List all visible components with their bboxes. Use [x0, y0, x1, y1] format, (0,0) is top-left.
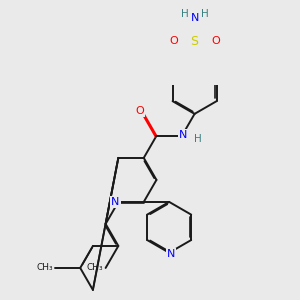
- Text: CH₃: CH₃: [36, 263, 53, 272]
- Text: CH₃: CH₃: [87, 263, 104, 272]
- Text: O: O: [135, 106, 144, 116]
- Text: O: O: [169, 36, 178, 46]
- Text: H: H: [201, 9, 208, 19]
- Text: N: N: [167, 249, 176, 259]
- Text: N: N: [178, 130, 187, 140]
- Text: O: O: [212, 36, 220, 46]
- Text: N: N: [190, 14, 199, 23]
- Text: H: H: [194, 134, 201, 144]
- Text: S: S: [190, 35, 199, 48]
- Text: H: H: [181, 9, 189, 19]
- Text: N: N: [111, 197, 120, 207]
